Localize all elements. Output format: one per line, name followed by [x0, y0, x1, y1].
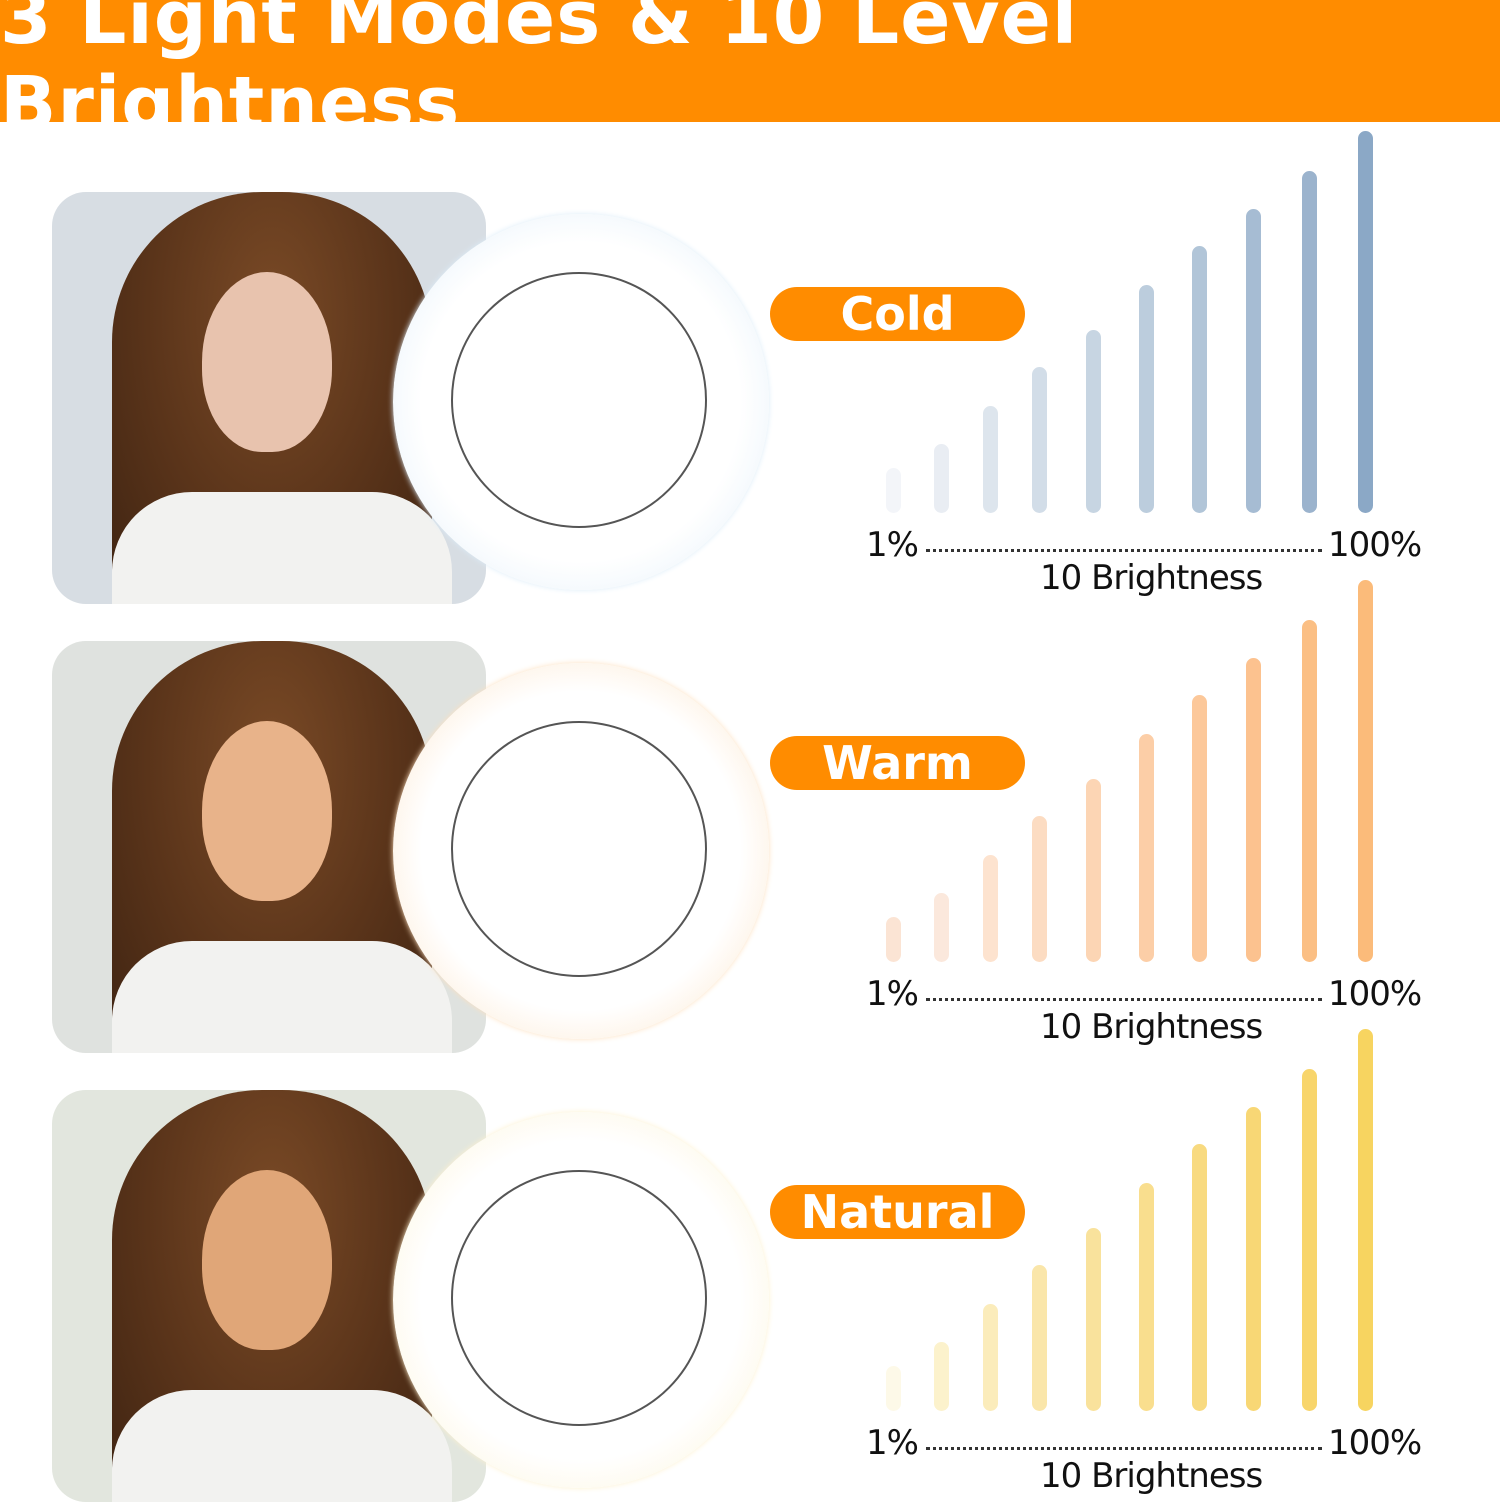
sweater	[112, 941, 452, 1053]
brightness-bar-3	[983, 1304, 998, 1411]
mode-name: Cold	[840, 287, 955, 341]
face	[202, 721, 332, 901]
brightness-bar-4	[1032, 816, 1047, 962]
face	[202, 272, 332, 452]
brightness-bar-5	[1086, 330, 1101, 513]
min-label: 1%	[866, 525, 919, 565]
sweater	[112, 492, 452, 604]
ring-light	[393, 663, 769, 1039]
brightness-bar-10	[1358, 1029, 1373, 1411]
ring-center	[451, 272, 707, 528]
brightness-bar-10	[1358, 131, 1373, 513]
brightness-bar-2	[934, 444, 949, 513]
dotted-line	[926, 549, 1322, 552]
brightness-bar-8	[1246, 209, 1261, 513]
brightness-caption: 10 Brightness	[1040, 1007, 1263, 1047]
page-title: 3 Light Modes & 10 Level Brightness	[0, 0, 1079, 147]
ring-light	[393, 1112, 769, 1488]
dotted-line	[926, 1447, 1322, 1450]
brightness-bar-9	[1302, 171, 1317, 513]
brightness-bar-1	[886, 1366, 901, 1411]
brightness-bar-6	[1139, 734, 1154, 962]
mode-label: Warm	[770, 736, 1025, 790]
sweater	[112, 1390, 452, 1502]
brightness-bar-9	[1302, 620, 1317, 962]
brightness-bar-1	[886, 917, 901, 962]
mode-row-cold: Cold 1% 100% 10 Brightness	[0, 122, 1500, 604]
mode-name: Natural	[800, 1185, 995, 1239]
brightness-bar-5	[1086, 1228, 1101, 1411]
brightness-bar-4	[1032, 367, 1047, 513]
mode-row-natural: Natural 1% 100% 10 Brightness	[0, 1020, 1500, 1502]
brightness-bar-7	[1192, 246, 1207, 513]
max-label: 100%	[1328, 1423, 1422, 1463]
brightness-bar-2	[934, 893, 949, 962]
ring-center	[451, 1170, 707, 1426]
mode-row-warm: Warm 1% 100% 10 Brightness	[0, 571, 1500, 1053]
ring-center	[451, 721, 707, 977]
brightness-bar-1	[886, 468, 901, 513]
brightness-bar-6	[1139, 285, 1154, 513]
max-label: 100%	[1328, 525, 1422, 565]
brightness-bar-2	[934, 1342, 949, 1411]
brightness-bar-10	[1358, 580, 1373, 962]
brightness-caption: 10 Brightness	[1040, 558, 1263, 598]
dotted-line	[926, 998, 1322, 1001]
brightness-bar-8	[1246, 658, 1261, 962]
face	[202, 1170, 332, 1350]
brightness-bar-3	[983, 855, 998, 962]
brightness-bar-6	[1139, 1183, 1154, 1411]
min-label: 1%	[866, 974, 919, 1014]
brightness-caption: 10 Brightness	[1040, 1456, 1263, 1496]
brightness-bar-9	[1302, 1069, 1317, 1411]
brightness-bar-7	[1192, 695, 1207, 962]
brightness-bar-5	[1086, 779, 1101, 962]
title-banner: 3 Light Modes & 10 Level Brightness	[0, 0, 1500, 147]
brightness-bar-3	[983, 406, 998, 513]
brightness-bar-7	[1192, 1144, 1207, 1411]
max-label: 100%	[1328, 974, 1422, 1014]
model-photo	[52, 641, 486, 1053]
brightness-bar-8	[1246, 1107, 1261, 1411]
mode-name: Warm	[822, 736, 973, 790]
ring-light	[393, 214, 769, 590]
model-photo	[52, 1090, 486, 1502]
mode-label: Cold	[770, 287, 1025, 341]
brightness-bar-4	[1032, 1265, 1047, 1411]
mode-label: Natural	[770, 1185, 1025, 1239]
min-label: 1%	[866, 1423, 919, 1463]
